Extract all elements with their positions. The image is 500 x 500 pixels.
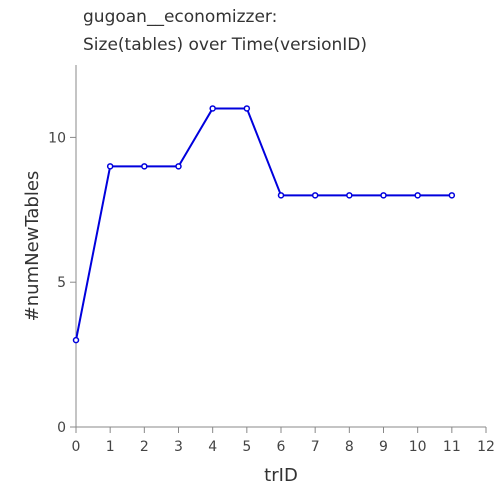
x-tick-label: 4 [208,439,217,455]
data-point [243,105,251,112]
y-tick-label: 0 [57,420,66,436]
data-point [380,192,387,199]
x-tick-label: 5 [242,439,251,455]
data-point [414,192,421,199]
data-point [448,192,456,199]
x-tick-label: 8 [345,439,354,455]
y-axis-ticks: 0 5 10 [48,130,76,436]
chart-title: gugoan__economizzer: Size(tables) over T… [83,7,367,55]
data-point [72,336,80,344]
data-point [106,163,114,170]
data-point [311,192,319,199]
x-tick-label: 9 [379,439,388,455]
x-tick-label: 10 [409,439,427,455]
series-line [75,107,452,341]
x-tick-label: 2 [140,439,149,455]
data-point [209,105,216,112]
x-tick-label: 11 [443,439,461,455]
x-tick-label: 1 [106,439,115,455]
x-tick-label: 6 [277,439,286,455]
chart-title-line-2: Size(tables) over Time(versionID) [83,35,367,55]
x-tick-label: 3 [174,439,183,455]
y-tick-label: 10 [48,130,66,146]
x-tick-label: 12 [477,439,495,455]
data-point [277,192,285,199]
y-tick-label: 5 [57,275,66,291]
data-point [141,163,148,170]
y-axis-label: #numNewTables [22,171,43,322]
x-axis-label: trID [264,465,298,486]
chart-title-line-1: gugoan__economizzer: [83,7,277,27]
data-point [346,192,353,199]
x-tick-label: 0 [72,439,81,455]
data-point [175,163,182,170]
series-group [72,105,456,344]
x-axis-ticks: 0 1 2 3 4 5 6 7 8 9 10 11 12 [72,427,495,455]
x-tick-label: 7 [311,439,320,455]
